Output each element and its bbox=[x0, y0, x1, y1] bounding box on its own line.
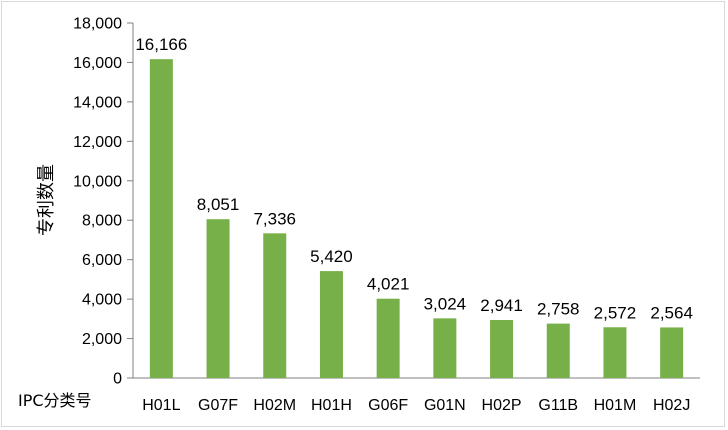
data-label: 2,572 bbox=[594, 303, 637, 322]
x-tick-label: G11B bbox=[538, 397, 578, 414]
x-tick-label: H01L bbox=[142, 397, 180, 414]
y-tick-label: 14,000 bbox=[73, 94, 122, 111]
x-tick-label: H02J bbox=[653, 397, 690, 414]
x-tick-labels-group: H01L G07F H02M H01H G06F G01N H02P G11B H01M H02J bbox=[142, 397, 690, 414]
bar bbox=[149, 59, 173, 378]
data-label: 3,024 bbox=[424, 294, 467, 313]
data-label: 5,420 bbox=[310, 247, 353, 266]
data-label: 2,941 bbox=[480, 296, 523, 315]
x-tick-label: G01N bbox=[424, 397, 466, 414]
bar bbox=[319, 271, 343, 378]
bars-group bbox=[149, 59, 684, 378]
y-tick-label: 12,000 bbox=[73, 134, 122, 151]
y-axis: 0 2,000 4,000 6,000 8,000 10,000 12,000 14,000 1… bbox=[73, 16, 700, 388]
y-tick-label: 2,000 bbox=[82, 331, 122, 348]
bar bbox=[546, 323, 570, 378]
y-tick-label: 4,000 bbox=[82, 292, 122, 309]
bar bbox=[433, 318, 457, 378]
y-tick-label: 10,000 bbox=[73, 173, 122, 190]
x-axis-title: IPC分类号 bbox=[18, 391, 92, 410]
x-tick-label: H01M bbox=[594, 397, 637, 414]
bar bbox=[206, 219, 230, 378]
data-label: 2,758 bbox=[537, 300, 580, 319]
y-tick-label: 16,000 bbox=[73, 55, 122, 72]
y-tick-label: 18,000 bbox=[73, 16, 122, 33]
x-tick-label: H02M bbox=[253, 397, 296, 414]
y-tick-label: 8,000 bbox=[82, 213, 122, 230]
data-label: 7,336 bbox=[253, 209, 296, 228]
x-tick-label: H01H bbox=[311, 397, 352, 414]
bar bbox=[263, 233, 287, 378]
bar bbox=[490, 319, 514, 378]
data-label: 2,564 bbox=[650, 303, 693, 322]
y-tick-label: 6,000 bbox=[82, 252, 122, 269]
bar bbox=[376, 298, 400, 378]
data-label: 4,021 bbox=[367, 275, 410, 294]
x-tick-label: H02P bbox=[482, 397, 522, 414]
bar bbox=[603, 327, 627, 378]
data-label: 8,051 bbox=[197, 195, 240, 214]
data-labels-group: 16,166 8,051 7,336 5,420 4,021 3,024 2,941 2,75… bbox=[135, 35, 693, 322]
x-tick-label: G06F bbox=[368, 397, 408, 414]
x-tick-label: G07F bbox=[198, 397, 238, 414]
data-label: 16,166 bbox=[135, 35, 187, 54]
y-tick-label: 0 bbox=[113, 371, 122, 388]
bar bbox=[660, 327, 684, 378]
y-axis-title: 专利数量 bbox=[36, 164, 57, 236]
